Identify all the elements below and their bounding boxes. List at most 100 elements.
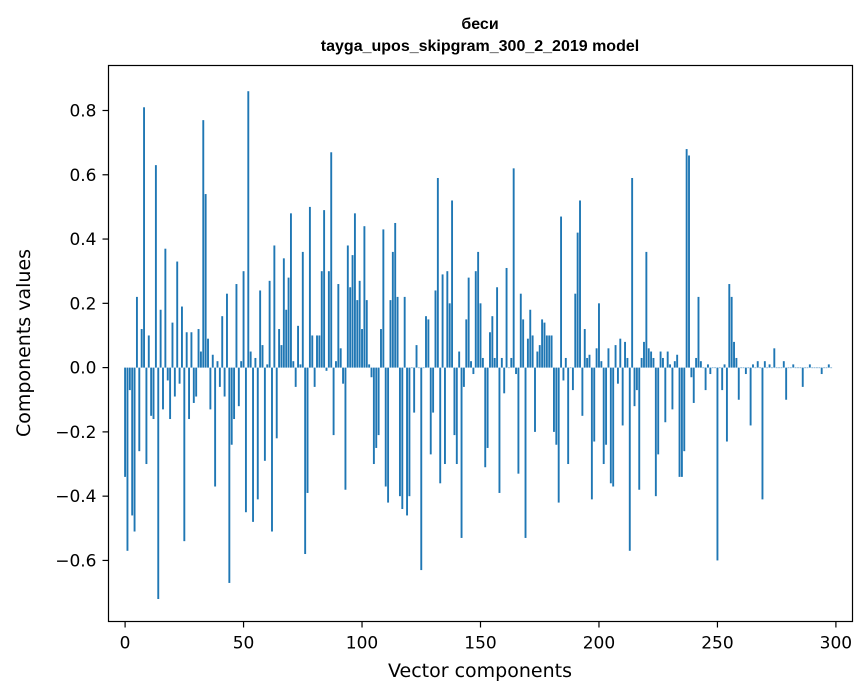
bar-component-39 xyxy=(216,361,219,368)
bar-component-60 xyxy=(266,364,269,368)
bar-component-14 xyxy=(157,367,160,600)
bar-component-37 xyxy=(211,354,214,368)
bar-component-90 xyxy=(337,284,340,368)
bar-component-184 xyxy=(560,216,563,368)
bar-component-108 xyxy=(380,329,382,368)
bar-component-7 xyxy=(140,329,143,368)
bar-component-226 xyxy=(659,351,662,368)
y-tick-label: −0.4 xyxy=(55,487,96,507)
bar-component-236 xyxy=(683,367,686,452)
bar-component-201 xyxy=(600,361,603,368)
bar-component-140 xyxy=(455,367,458,465)
bar-component-269 xyxy=(761,367,764,500)
bar-component-10 xyxy=(147,335,150,368)
bar-component-286 xyxy=(801,367,804,387)
bar-component-44 xyxy=(228,367,231,583)
bar-component-239 xyxy=(690,367,693,378)
bar-component-111 xyxy=(387,367,390,503)
bar-component-86 xyxy=(327,271,330,368)
bar-component-110 xyxy=(384,367,387,487)
bar-component-21 xyxy=(173,367,176,397)
bar-component-294 xyxy=(820,367,823,375)
plot-area-frame xyxy=(107,64,854,623)
bar-component-127 xyxy=(425,316,427,368)
bar-component-170 xyxy=(526,338,529,368)
bar-component-87 xyxy=(330,152,333,368)
bar-component-197 xyxy=(590,367,593,500)
bar-component-231 xyxy=(671,367,674,410)
bar-component-101 xyxy=(363,226,366,368)
bar-component-114 xyxy=(394,222,397,368)
bar-component-150 xyxy=(479,303,482,368)
bar-component-43 xyxy=(226,293,228,368)
bar-component-67 xyxy=(282,258,285,368)
chart-title: беси xyxy=(461,16,498,33)
bar-component-225 xyxy=(657,367,660,455)
x-tick-label: 250 xyxy=(701,634,733,654)
bar-component-194 xyxy=(583,329,586,368)
bar-component-202 xyxy=(602,367,605,465)
y-tick-label: −0.6 xyxy=(55,551,96,571)
bar-component-96 xyxy=(351,255,354,368)
bar-component-107 xyxy=(377,367,380,436)
bar-component-94 xyxy=(346,245,349,368)
bar-component-187 xyxy=(567,367,570,465)
bar-component-46 xyxy=(233,367,236,420)
bar-component-230 xyxy=(669,364,672,368)
bar-component-164 xyxy=(512,168,515,368)
bar-component-153 xyxy=(486,367,489,448)
bar-component-268 xyxy=(759,367,762,369)
bar-component-193 xyxy=(581,367,584,416)
y-tick-label: −0.2 xyxy=(55,423,96,443)
bar-component-237 xyxy=(685,149,688,368)
bar-component-133 xyxy=(439,367,442,484)
bar-component-211 xyxy=(624,341,626,368)
bar-component-32 xyxy=(199,351,202,368)
bar-component-1 xyxy=(126,367,129,551)
bar-component-130 xyxy=(432,367,435,413)
bar-component-168 xyxy=(522,319,525,368)
bar-component-224 xyxy=(654,367,657,497)
bar-component-186 xyxy=(564,357,567,368)
bar-component-120 xyxy=(408,367,411,497)
bar-component-41 xyxy=(221,316,224,368)
bar-component-72 xyxy=(294,367,297,387)
bar-component-122 xyxy=(413,367,416,413)
bar-component-271 xyxy=(766,367,769,369)
bar-component-175 xyxy=(538,345,541,368)
bar-component-298 xyxy=(830,367,833,369)
bar-component-118 xyxy=(403,296,406,368)
bar-component-292 xyxy=(816,367,818,369)
bar-component-84 xyxy=(323,210,326,368)
bar-component-93 xyxy=(344,367,347,490)
bar-component-42 xyxy=(223,367,226,397)
bar-component-124 xyxy=(417,367,420,369)
x-axis-label: Vector components xyxy=(388,660,572,682)
bar-component-82 xyxy=(318,335,321,368)
bar-component-154 xyxy=(489,332,491,368)
bar-component-45 xyxy=(230,367,233,445)
bar-component-13 xyxy=(154,165,157,368)
bar-component-152 xyxy=(484,367,487,468)
bar-component-222 xyxy=(650,351,653,368)
bar-component-284 xyxy=(797,367,799,369)
bar-component-88 xyxy=(332,367,335,436)
bar-component-125 xyxy=(420,367,423,571)
bar-component-0 xyxy=(124,367,127,477)
bar-component-185 xyxy=(562,367,565,381)
bar-component-135 xyxy=(444,367,446,465)
bar-component-176 xyxy=(541,319,544,368)
bar-component-115 xyxy=(396,296,399,368)
bar-component-275 xyxy=(775,367,778,369)
bar-component-272 xyxy=(768,364,771,368)
bar-component-167 xyxy=(519,293,522,368)
bar-component-177 xyxy=(543,322,546,368)
bar-component-121 xyxy=(410,367,413,369)
bar-component-157 xyxy=(496,287,499,368)
x-tick-label: 50 xyxy=(233,634,255,654)
x-tick-label: 150 xyxy=(464,634,496,654)
bar-component-77 xyxy=(306,367,309,493)
bar-component-6 xyxy=(138,367,141,452)
y-tick-label: 0.0 xyxy=(69,359,96,379)
